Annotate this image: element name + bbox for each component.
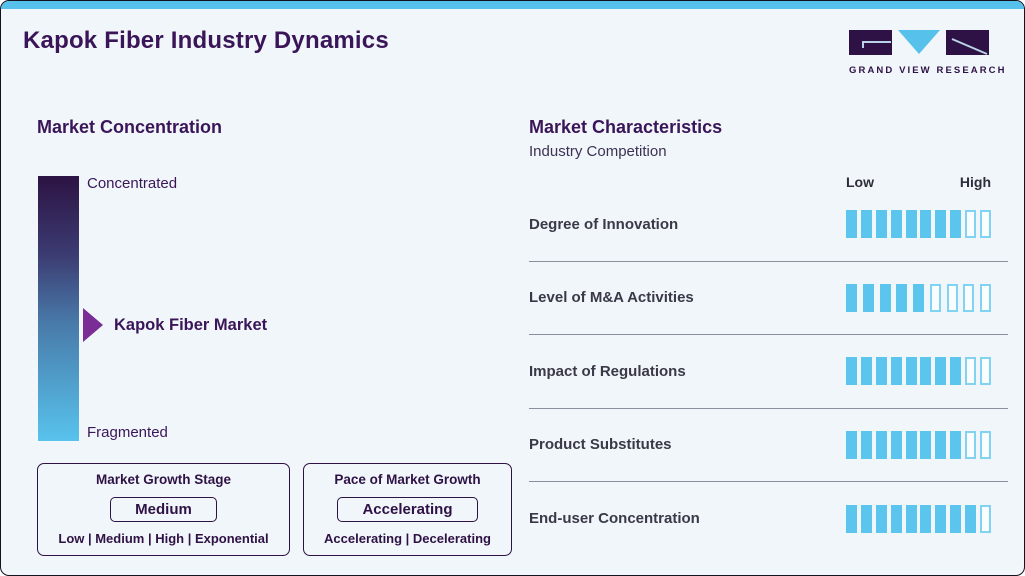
concentration-gradient-bar bbox=[38, 176, 79, 441]
rating-segment-filled bbox=[950, 430, 962, 459]
characteristic-row: Degree of Innovation bbox=[529, 188, 1008, 262]
rating-segment-filled bbox=[935, 430, 947, 459]
industry-competition-subheading: Industry Competition bbox=[529, 143, 667, 160]
market-growth-stage-box: Market Growth Stage Medium Low | Medium … bbox=[37, 463, 290, 556]
rating-bar bbox=[846, 357, 991, 386]
rating-segment-filled bbox=[860, 430, 872, 459]
growth-stage-selected-value: Medium bbox=[110, 496, 217, 522]
rating-segment-filled bbox=[950, 357, 962, 386]
market-characteristics-heading: Market Characteristics bbox=[529, 117, 723, 137]
rating-segment-filled bbox=[950, 210, 962, 239]
rating-segment-filled bbox=[875, 504, 887, 533]
rating-bar bbox=[846, 504, 991, 533]
characteristic-label: Product Substitutes bbox=[529, 436, 672, 454]
rating-segment-empty bbox=[929, 283, 941, 312]
rating-segment-filled bbox=[846, 283, 857, 312]
rating-segment-empty bbox=[946, 283, 958, 312]
concentrated-label: Concentrated bbox=[87, 175, 178, 192]
characteristic-row: Level of M&A Activities bbox=[529, 262, 1008, 335]
rating-segment-empty bbox=[965, 357, 976, 386]
growth-stage-options: Low | Medium | High | Exponential bbox=[58, 531, 269, 546]
characteristic-label: Level of M&A Activities bbox=[529, 289, 694, 307]
rating-segment-filled bbox=[920, 430, 932, 459]
rating-segment-empty bbox=[979, 357, 991, 386]
page-title: Kapok Fiber Industry Dynamics bbox=[23, 27, 389, 54]
characteristic-row: Impact of Regulations bbox=[529, 335, 1008, 409]
rating-segment-filled bbox=[875, 357, 887, 386]
rating-segment-filled bbox=[913, 283, 924, 312]
characteristics-list: Degree of Innovation Level of M&A Activit… bbox=[529, 188, 1008, 556]
rating-segment-empty bbox=[979, 210, 991, 239]
rating-segment-filled bbox=[890, 357, 902, 386]
characteristic-label: Impact of Regulations bbox=[529, 362, 686, 380]
scale-low-label: Low bbox=[846, 174, 874, 190]
rating-scale: Low High bbox=[846, 174, 991, 190]
rating-segment-filled bbox=[879, 283, 891, 312]
scale-high-label: High bbox=[959, 174, 991, 190]
rating-segment-filled bbox=[890, 504, 902, 533]
characteristic-row: End-user Concentration bbox=[529, 482, 1008, 556]
pace-selected-value: Accelerating bbox=[337, 496, 478, 522]
rating-segment-empty bbox=[979, 504, 991, 533]
rating-segment-empty bbox=[979, 430, 991, 459]
rating-segment-filled bbox=[875, 210, 887, 239]
rating-segment-filled bbox=[890, 210, 902, 239]
rating-segment-filled bbox=[935, 210, 947, 239]
market-position-arrow-icon bbox=[83, 308, 103, 342]
rating-segment-filled bbox=[905, 430, 917, 459]
rating-segment-filled bbox=[920, 357, 932, 386]
rating-segment-filled bbox=[935, 357, 947, 386]
growth-stage-title: Market Growth Stage bbox=[95, 472, 232, 487]
rating-segment-empty bbox=[980, 283, 991, 312]
fragmented-label: Fragmented bbox=[87, 424, 168, 441]
rating-segment-filled bbox=[935, 504, 947, 533]
rating-segment-filled bbox=[965, 504, 976, 533]
rating-segment-filled bbox=[905, 504, 917, 533]
characteristic-label: End-user Concentration bbox=[529, 510, 700, 528]
pace-title: Pace of Market Growth bbox=[334, 472, 481, 487]
gvr-logo: GRAND VIEW RESEARCH bbox=[849, 29, 1007, 76]
rating-segment-filled bbox=[846, 430, 857, 459]
gvr-logo-text: GRAND VIEW RESEARCH bbox=[849, 65, 1007, 76]
pace-options: Accelerating | Decelerating bbox=[324, 531, 491, 546]
rating-segment-filled bbox=[905, 210, 917, 239]
rating-segment-filled bbox=[890, 430, 902, 459]
characteristic-row: Product Substitutes bbox=[529, 409, 1008, 482]
rating-segment-filled bbox=[846, 504, 857, 533]
rating-segment-filled bbox=[875, 430, 887, 459]
rating-segment-filled bbox=[920, 210, 932, 239]
rating-segment-filled bbox=[896, 283, 908, 312]
rating-segment-empty bbox=[965, 210, 976, 239]
rating-bar bbox=[846, 210, 991, 239]
rating-segment-filled bbox=[860, 504, 872, 533]
rating-bar bbox=[846, 430, 991, 459]
gvr-logo-icon bbox=[849, 30, 989, 55]
rating-segment-empty bbox=[965, 430, 976, 459]
rating-segment-empty bbox=[963, 283, 975, 312]
characteristic-label: Degree of Innovation bbox=[529, 215, 679, 233]
market-position-label: Kapok Fiber Market bbox=[114, 316, 268, 334]
market-concentration-heading: Market Concentration bbox=[37, 117, 223, 137]
rating-bar bbox=[846, 283, 991, 312]
pace-of-market-growth-box: Pace of Market Growth Accelerating Accel… bbox=[303, 463, 512, 556]
rating-segment-filled bbox=[950, 504, 962, 533]
rating-segment-filled bbox=[846, 210, 857, 239]
rating-segment-filled bbox=[920, 504, 932, 533]
rating-segment-filled bbox=[860, 357, 872, 386]
rating-segment-filled bbox=[862, 283, 874, 312]
rating-segment-filled bbox=[905, 357, 917, 386]
rating-segment-filled bbox=[846, 357, 857, 386]
rating-segment-filled bbox=[860, 210, 872, 239]
top-accent-bar bbox=[1, 1, 1024, 9]
